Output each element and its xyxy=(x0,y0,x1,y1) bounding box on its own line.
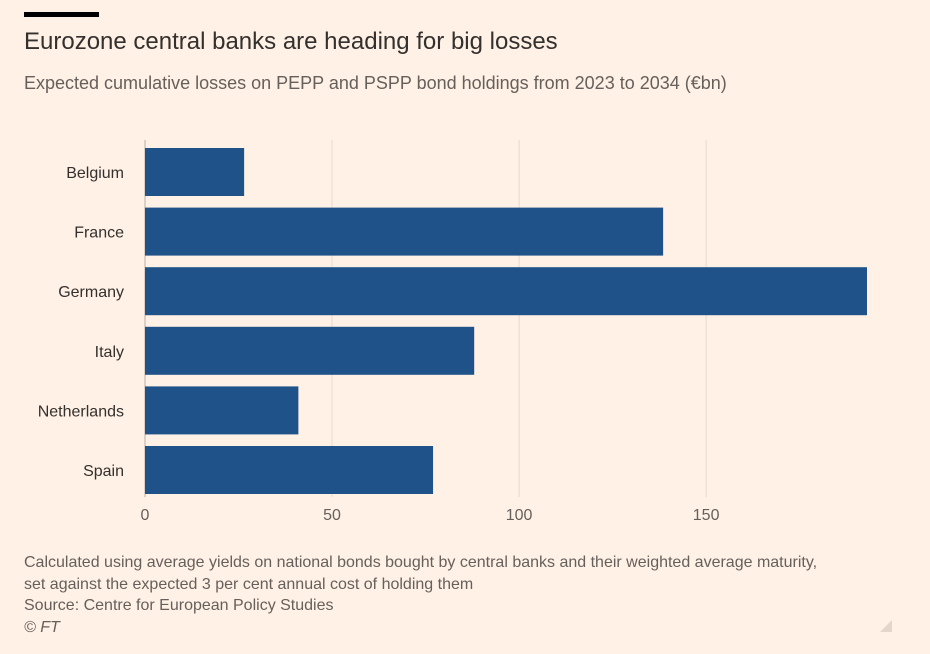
x-tick-label-100: 100 xyxy=(506,507,533,524)
bars xyxy=(145,148,867,494)
gridlines xyxy=(144,140,707,497)
top-rule xyxy=(24,12,99,17)
category-label-france: France xyxy=(74,225,124,242)
x-tick-label-150: 150 xyxy=(693,507,720,524)
bar-france xyxy=(145,207,664,256)
bar-germany xyxy=(145,267,867,316)
category-label-germany: Germany xyxy=(58,284,124,301)
category-label-italy: Italy xyxy=(95,344,124,361)
bar-chart: Belgium France Germany Italy Netherlands Spai… xyxy=(38,140,867,524)
bar-spain xyxy=(145,446,434,494)
footnote-line-1: Calculated using average yields on natio… xyxy=(24,554,818,571)
x-axis-ticks: 0 50 100 150 xyxy=(141,507,720,524)
bar-italy xyxy=(145,326,475,375)
bar-netherlands xyxy=(145,386,299,435)
bar-belgium xyxy=(145,148,245,196)
ft-credit: © FT xyxy=(24,618,60,636)
footnote-line-2: set against the expected 3 per cent annu… xyxy=(24,575,474,593)
resize-handle-icon[interactable] xyxy=(880,620,892,632)
chart-title: Eurozone central banks are heading for b… xyxy=(24,28,558,55)
chart-subtitle: Expected cumulative losses on PEPP and P… xyxy=(24,73,727,93)
source-text: Source: Centre for European Policy Studi… xyxy=(24,597,334,614)
x-tick-label-0: 0 xyxy=(141,507,150,524)
footnote: Calculated using average yields on natio… xyxy=(24,552,817,638)
x-tick-label-50: 50 xyxy=(323,507,341,524)
category-label-netherlands: Netherlands xyxy=(38,403,124,420)
category-label-belgium: Belgium xyxy=(66,165,124,182)
category-label-spain: Spain xyxy=(83,463,124,480)
category-labels: Belgium France Germany Italy Netherlands Spai… xyxy=(38,165,124,480)
